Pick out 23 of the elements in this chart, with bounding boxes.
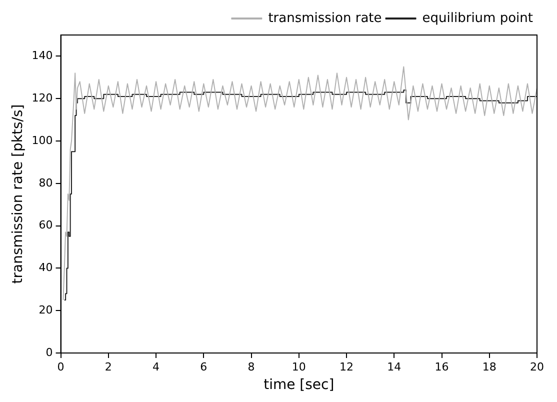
y-axis-title: transmission rate [pkts/s] — [10, 104, 26, 284]
x-axis-title: time [sec] — [264, 377, 334, 394]
y-tick-label: 60 — [38, 218, 53, 232]
x-tick-label: 16 — [434, 360, 449, 374]
x-tick-label: 10 — [292, 360, 306, 374]
x-tick-label: 20 — [530, 360, 544, 374]
y-tick-label: 80 — [38, 176, 53, 190]
y-tick-label: 20 — [38, 303, 53, 316]
y-tick-label: 120 — [32, 91, 53, 104]
legend-label: equilibrium point — [422, 10, 534, 26]
y-tick-label: 140 — [32, 49, 53, 62]
x-tick-label: 6 — [200, 360, 208, 374]
x-tick-label: 12 — [340, 360, 354, 374]
x-tick-label: 14 — [387, 360, 402, 374]
legend-label: transmission rate — [268, 10, 382, 26]
y-tick-label: 100 — [32, 134, 53, 147]
x-tick-label: 2 — [104, 360, 112, 374]
x-tick-label: 8 — [248, 360, 255, 374]
x-tick-label: 4 — [152, 360, 160, 374]
x-tick-label: 18 — [482, 360, 496, 374]
x-tick-label: 0 — [57, 360, 64, 374]
y-tick-label: 0 — [46, 346, 53, 359]
y-tick-label: 40 — [38, 261, 53, 274]
